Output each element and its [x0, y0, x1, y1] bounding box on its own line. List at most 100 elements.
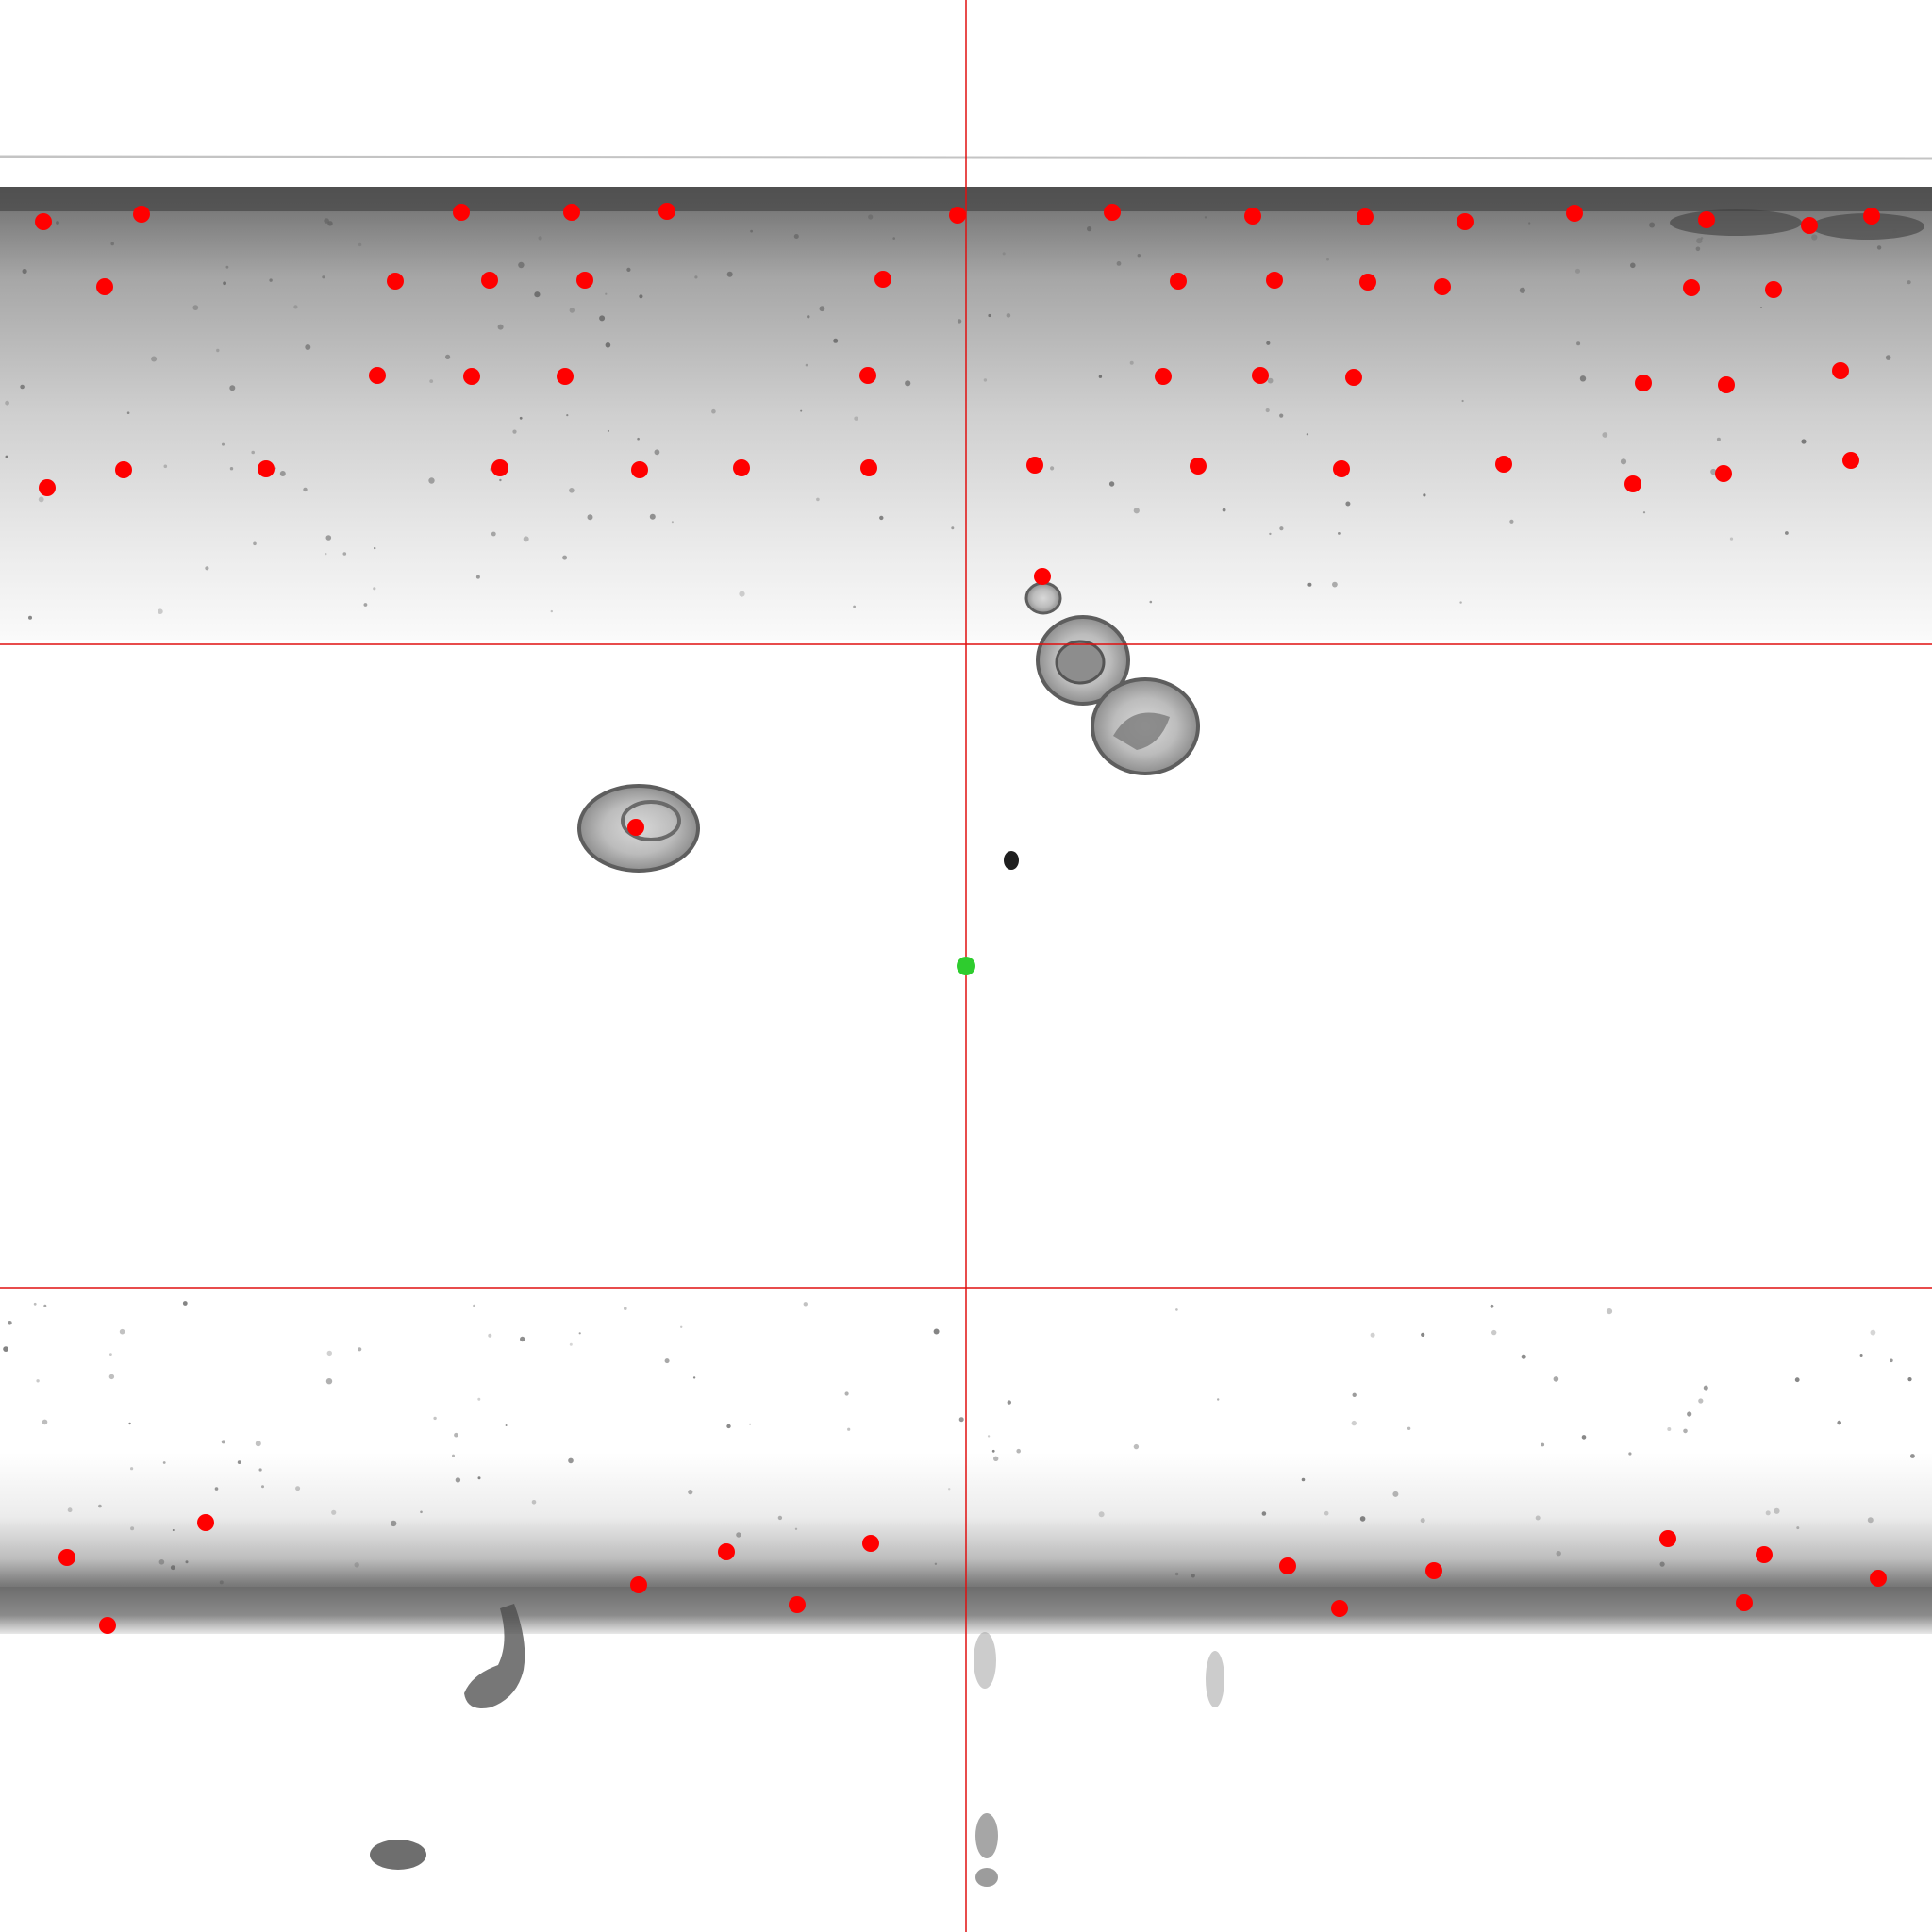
speck	[499, 478, 502, 482]
annotation-marker[interactable]	[481, 272, 498, 289]
speck	[562, 555, 568, 560]
speck	[868, 214, 874, 220]
annotation-marker[interactable]	[1266, 272, 1283, 289]
speck	[800, 409, 803, 412]
annotation-marker[interactable]	[718, 1543, 735, 1560]
annotation-marker[interactable]	[860, 459, 877, 476]
annotation-marker[interactable]	[576, 272, 593, 289]
annotation-marker[interactable]	[1357, 208, 1374, 225]
annotation-marker[interactable]	[733, 459, 750, 476]
annotation-marker[interactable]	[1104, 204, 1121, 221]
speck	[726, 1424, 731, 1429]
annotation-marker[interactable]	[1155, 368, 1172, 385]
speck	[1519, 287, 1525, 293]
annotation-marker[interactable]	[1359, 274, 1376, 291]
speck	[325, 553, 327, 556]
annotation-marker[interactable]	[99, 1617, 116, 1634]
annotation-marker[interactable]	[1434, 278, 1451, 295]
annotation-marker[interactable]	[1034, 568, 1051, 585]
speck	[279, 471, 286, 476]
annotation-marker[interactable]	[1801, 217, 1818, 234]
annotation-marker[interactable]	[631, 461, 648, 478]
annotation-marker[interactable]	[627, 819, 644, 836]
speck	[1683, 1428, 1688, 1434]
annotation-marker[interactable]	[1624, 475, 1641, 492]
speck	[1642, 511, 1646, 514]
annotation-marker[interactable]	[563, 204, 580, 221]
annotation-marker[interactable]	[1170, 273, 1187, 290]
annotation-marker[interactable]	[133, 206, 150, 223]
annotation-marker[interactable]	[557, 368, 574, 385]
speck	[1338, 532, 1341, 535]
annotation-marker[interactable]	[1870, 1570, 1887, 1587]
speck	[1628, 1452, 1632, 1456]
annotation-marker[interactable]	[197, 1514, 214, 1531]
annotation-marker[interactable]	[1842, 452, 1859, 469]
annotation-marker[interactable]	[115, 461, 132, 478]
speck	[1007, 1400, 1012, 1405]
speck	[1133, 1443, 1140, 1450]
annotation-marker[interactable]	[1457, 213, 1474, 230]
annotation-marker[interactable]	[1244, 208, 1261, 225]
annotation-marker[interactable]	[862, 1535, 879, 1552]
speck	[428, 477, 435, 484]
annotation-marker[interactable]	[874, 271, 891, 288]
speck	[488, 1333, 492, 1338]
annotation-marker[interactable]	[1756, 1546, 1773, 1563]
annotation-marker[interactable]	[96, 278, 113, 295]
annotation-marker[interactable]	[1190, 458, 1207, 475]
annotation-marker[interactable]	[453, 204, 470, 221]
annotation-marker[interactable]	[949, 207, 966, 224]
speck	[1659, 1561, 1665, 1567]
annotation-marker[interactable]	[859, 367, 876, 384]
speck	[322, 275, 325, 279]
annotation-marker[interactable]	[1863, 208, 1880, 225]
annotation-marker[interactable]	[369, 367, 386, 384]
center-marker[interactable]	[957, 957, 975, 975]
annotation-marker[interactable]	[1765, 281, 1782, 298]
annotation-marker[interactable]	[1683, 279, 1700, 296]
annotation-marker[interactable]	[491, 459, 508, 476]
speck	[518, 261, 525, 269]
annotation-marker[interactable]	[1718, 376, 1735, 393]
annotation-marker[interactable]	[1345, 369, 1362, 386]
annotation-marker[interactable]	[1566, 205, 1583, 222]
annotation-marker[interactable]	[463, 368, 480, 385]
speck	[477, 1476, 481, 1480]
annotation-marker[interactable]	[39, 479, 56, 496]
speck	[587, 514, 593, 521]
annotation-marker[interactable]	[1736, 1594, 1753, 1611]
speck	[326, 1350, 332, 1357]
annotation-marker[interactable]	[1333, 460, 1350, 477]
annotation-marker[interactable]	[1331, 1600, 1348, 1617]
annotation-marker[interactable]	[1279, 1557, 1296, 1574]
annotation-marker[interactable]	[1495, 456, 1512, 473]
annotation-marker[interactable]	[1715, 465, 1732, 482]
speck	[229, 467, 234, 471]
annotation-marker[interactable]	[1026, 457, 1043, 474]
annotation-marker[interactable]	[1698, 211, 1715, 228]
annotation-marker[interactable]	[1425, 1562, 1442, 1579]
speck	[569, 1342, 573, 1346]
annotation-marker[interactable]	[58, 1549, 75, 1566]
annotation-marker[interactable]	[1832, 362, 1849, 379]
annotation-marker[interactable]	[658, 203, 675, 220]
annotation-marker[interactable]	[387, 273, 404, 290]
annotation-marker[interactable]	[1659, 1530, 1676, 1547]
annotation-marker[interactable]	[789, 1596, 806, 1613]
annotation-marker[interactable]	[35, 213, 52, 230]
speck	[163, 464, 168, 469]
speck	[1407, 1426, 1411, 1431]
speck	[391, 1520, 397, 1527]
speck	[253, 541, 257, 546]
speck	[1760, 307, 1762, 308]
speck	[1324, 1510, 1329, 1516]
speck	[531, 1500, 537, 1505]
speck	[739, 591, 745, 597]
annotation-marker[interactable]	[1635, 375, 1652, 391]
annotation-marker[interactable]	[1252, 367, 1269, 384]
speck	[1630, 262, 1636, 269]
annotation-marker[interactable]	[258, 460, 275, 477]
speck	[550, 609, 553, 613]
annotation-marker[interactable]	[630, 1576, 647, 1593]
